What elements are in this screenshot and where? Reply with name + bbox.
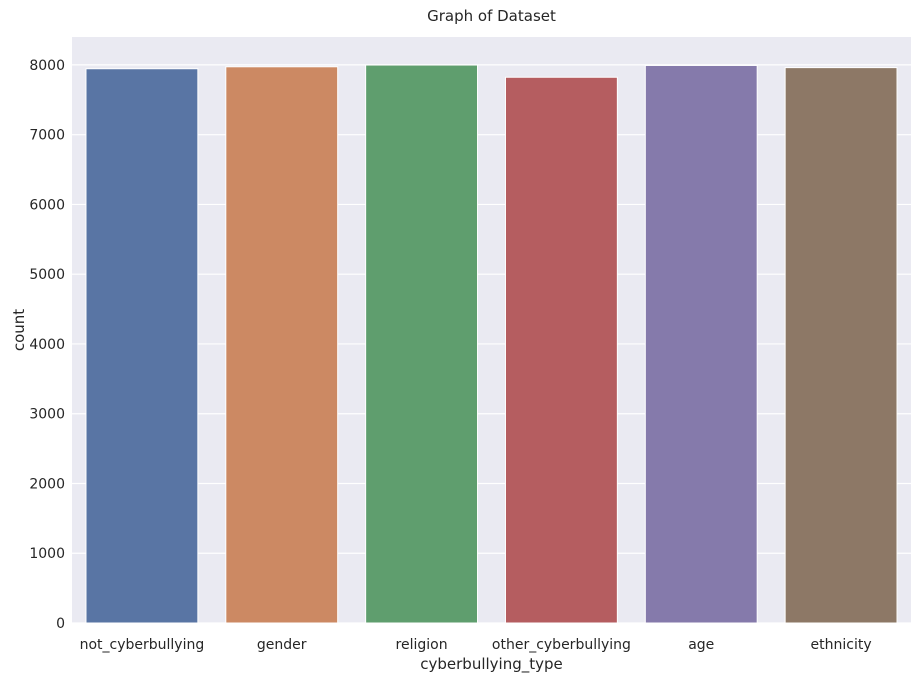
y-tick-label: 6000 [29, 197, 65, 213]
x-tick-label: ethnicity [811, 637, 872, 653]
y-axis-label: count [10, 309, 28, 351]
bar-religion [365, 64, 479, 624]
x-tick-label: not_cyberbullying [80, 637, 205, 653]
x-axis-label: cyberbullying_type [420, 655, 563, 674]
x-tick-label: age [688, 637, 714, 653]
y-tick-label: 8000 [29, 58, 65, 74]
y-tick-label: 0 [56, 616, 65, 632]
chart-title: Graph of Dataset [427, 7, 556, 25]
y-tick-label: 7000 [29, 128, 65, 144]
x-tick-label: religion [396, 637, 448, 653]
x-axis-ticks: not_cyberbullying gender religion other_cyb… [80, 637, 872, 653]
gridlines [72, 64, 911, 624]
bar-gender [225, 66, 339, 624]
bars [85, 64, 898, 624]
bar-not-cyberbullying [85, 68, 199, 624]
y-axis-ticks: 0 1000 2000 3000 4000 5000 6000 7000 8000 [29, 58, 65, 632]
y-tick-label: 3000 [29, 407, 65, 423]
y-tick-label: 1000 [29, 546, 65, 562]
y-tick-label: 4000 [29, 337, 65, 353]
x-tick-label: other_cyberbullying [492, 637, 631, 653]
bar-age [644, 64, 758, 624]
bar-other-cyberbullying [504, 76, 618, 624]
x-tick-label: gender [257, 637, 307, 653]
y-tick-label: 5000 [29, 267, 65, 283]
y-tick-label: 2000 [29, 476, 65, 492]
bar-ethnicity [784, 67, 898, 624]
